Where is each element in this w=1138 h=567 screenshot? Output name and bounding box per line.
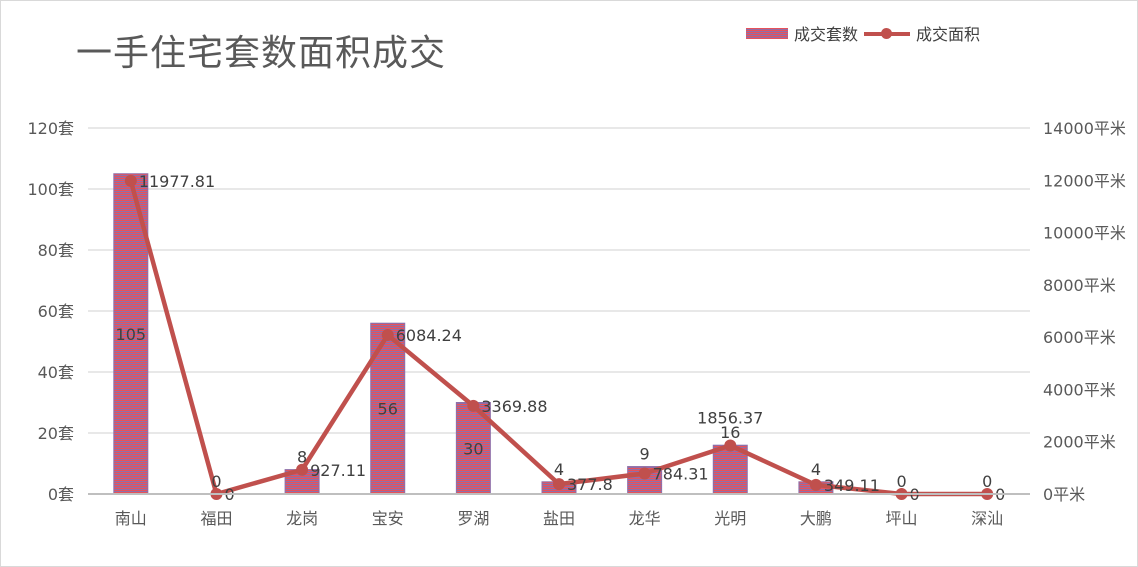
y-left-tick-label: 100套: [27, 180, 74, 199]
line-data-label: 6084.24: [396, 326, 462, 345]
bar-data-label: 4: [554, 460, 564, 479]
line-data-label: 927.11: [310, 461, 366, 480]
legend-bar-swatch: [746, 27, 788, 39]
line-point: [296, 463, 309, 476]
bar-data-label: 4: [811, 460, 821, 479]
legend: 成交套数 成交面积: [746, 22, 986, 44]
y-left-tick-label: 80套: [38, 241, 74, 260]
x-tick-label: 盐田: [543, 509, 575, 528]
x-tick-label: 龙岗: [286, 509, 318, 528]
chart-title: 一手住宅套数面积成交: [76, 33, 447, 74]
y-left-tick-label: 0套: [48, 485, 74, 504]
bar-data-label: 0: [211, 472, 221, 491]
x-tick-label: 大鹏: [800, 509, 832, 528]
y-left-tick-label: 120套: [27, 119, 74, 138]
line-point: [381, 328, 394, 341]
x-tick-label: 福田: [200, 509, 232, 528]
line-point: [724, 439, 737, 452]
x-tick-label: 南山: [115, 509, 147, 528]
line-point: [638, 467, 651, 480]
line-point: [553, 478, 565, 491]
y-left-tick-label: 40套: [38, 363, 74, 382]
legend-line-swatch: [864, 27, 911, 39]
y-right-tick-label: 2000平米: [1043, 433, 1116, 452]
bar-data-label: 0: [896, 472, 906, 491]
y-right-tick-label: 4000平米: [1043, 380, 1116, 399]
y-right-tick-label: 12000平米: [1043, 171, 1126, 190]
line-data-label: 11977.81: [139, 172, 215, 191]
line-data-label: 1856.37: [697, 408, 763, 427]
legend-label-bars: 成交套数: [794, 25, 859, 44]
x-tick-label: 龙华: [629, 509, 661, 528]
y-left-tick-label: 60套: [38, 302, 74, 321]
bar-data-label: 8: [297, 448, 307, 467]
x-tick-label: 光明: [714, 509, 746, 528]
line-data-label: 377.8: [567, 475, 613, 494]
bar-data-label: 105: [116, 325, 147, 344]
line-data-label: 3369.88: [481, 397, 547, 416]
legend-item-line: 成交面积: [864, 21, 980, 45]
x-tick-label: 坪山: [886, 509, 918, 528]
x-tick-label: 深汕: [971, 509, 1003, 528]
line-point: [467, 399, 480, 412]
y-left-tick-label: 20套: [38, 424, 74, 443]
y-right-tick-label: 10000平米: [1043, 224, 1126, 243]
x-tick-label: 宝安: [372, 509, 404, 528]
line-point: [124, 174, 137, 187]
legend-label-line: 成交面积: [916, 25, 981, 44]
x-tick-label: 罗湖: [457, 509, 489, 528]
y-right-tick-label: 0平米: [1043, 485, 1085, 504]
bar-data-label: 9: [640, 445, 650, 464]
y-right-tick-label: 6000平米: [1043, 328, 1116, 347]
line-data-label: 349.11: [824, 476, 880, 495]
legend-item-bars: 成交套数: [746, 21, 858, 45]
line-point: [809, 478, 822, 491]
y-right-tick-label: 14000平米: [1043, 119, 1126, 138]
bar-data-label: 0: [982, 472, 992, 491]
bar: [712, 444, 748, 495]
bar-data-label: 56: [378, 400, 398, 419]
bar-data-label: 30: [463, 439, 483, 458]
bar-data-label: 16: [720, 423, 740, 442]
y-right-tick-label: 8000平米: [1043, 276, 1116, 295]
line-data-label: 784.31: [653, 464, 709, 483]
area-line: [128, 180, 988, 497]
